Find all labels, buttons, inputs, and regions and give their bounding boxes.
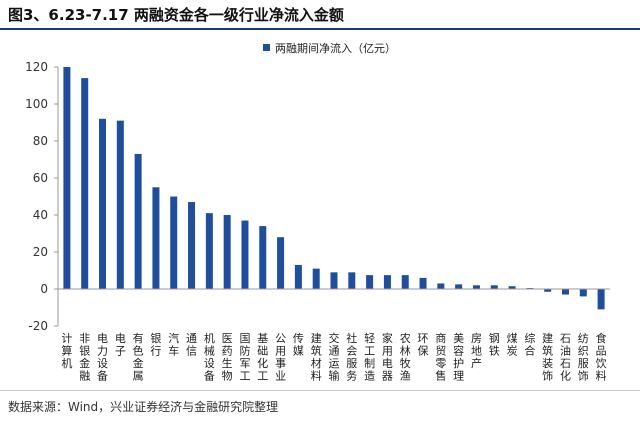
x-category-label: 煤炭 <box>507 332 518 358</box>
bar-计算机 <box>63 67 71 289</box>
x-category-label: 建筑材料 <box>311 331 322 383</box>
x-category-label: 计算机 <box>61 332 72 370</box>
x-category-label: 通信 <box>186 332 197 358</box>
x-category-label: 纺织服饰 <box>578 331 589 383</box>
x-category-label: 交通运输 <box>329 331 340 383</box>
bar-家用电器 <box>383 275 391 289</box>
bar-钢铁 <box>490 285 498 289</box>
source-divider <box>0 390 640 391</box>
x-category-label: 银行 <box>150 331 161 358</box>
bar-公用事业 <box>277 237 285 289</box>
y-tick-label: 60 <box>33 171 48 185</box>
x-category-label: 非银金融 <box>79 332 90 383</box>
x-category-label: 电子 <box>115 332 126 358</box>
x-category-label: 家用电器 <box>382 331 393 383</box>
bar-房地产 <box>472 285 480 289</box>
bar-汽车 <box>170 196 178 289</box>
x-category-label: 商贸零售 <box>435 331 446 383</box>
bar-煤炭 <box>508 286 516 289</box>
x-category-label: 美容护理 <box>453 332 464 383</box>
x-category-label: 综合 <box>524 331 535 358</box>
y-tick-label: 40 <box>33 208 48 222</box>
x-category-label: 农林牧渔 <box>400 331 411 383</box>
x-category-label: 医药生物 <box>222 332 233 383</box>
x-category-label: 机械设备 <box>204 331 215 383</box>
x-category-label: 食品饮料 <box>596 331 607 383</box>
y-tick-label: 0 <box>40 282 48 296</box>
x-category-label: 社会服务 <box>346 331 357 383</box>
y-tick-label: 20 <box>33 245 48 259</box>
bar-建筑材料 <box>312 268 320 289</box>
bar-电力设备 <box>99 118 107 289</box>
x-category-label: 环保 <box>418 332 429 358</box>
x-category-label: 传媒 <box>293 332 304 358</box>
y-tick-label: 100 <box>25 97 48 111</box>
bar-纺织服饰 <box>579 289 587 297</box>
source-note: 数据来源：Wind，兴业证券经济与金融研究院整理 <box>8 400 279 414</box>
x-category-label: 建筑装饰 <box>542 331 553 383</box>
x-category-label: 基础化工 <box>257 332 268 383</box>
bars <box>63 67 605 310</box>
bar-电子 <box>116 120 124 290</box>
bar-轻工制造 <box>366 275 374 289</box>
bar-医药生物 <box>223 215 231 289</box>
bar-传媒 <box>294 264 302 289</box>
x-category-label: 公用事业 <box>275 332 286 383</box>
y-axis-ticks: -20 0 20 40 60 80 100 120 <box>25 60 58 333</box>
bar-商贸零售 <box>437 283 445 289</box>
x-category-label: 电力设备 <box>97 332 108 383</box>
bar-美容护理 <box>455 284 463 289</box>
bar-社会服务 <box>348 272 356 289</box>
legend-label: 两融期间净流入（亿元） <box>275 41 396 55</box>
bar-建筑装饰 <box>544 289 552 292</box>
bar-机械设备 <box>205 213 213 289</box>
legend-swatch <box>263 44 270 51</box>
bar-环保 <box>419 277 427 289</box>
bar-银行 <box>152 187 160 289</box>
x-category-label: 轻工制造 <box>364 331 375 383</box>
chart-title: 图3、6.23-7.17 两融资金各一级行业净流入金额 <box>8 6 344 24</box>
bar-交通运输 <box>330 272 338 289</box>
x-category-label: 石油石化 <box>560 332 571 383</box>
x-category-label: 钢铁 <box>489 332 500 358</box>
bar-非银金融 <box>81 78 89 289</box>
bar-食品饮料 <box>597 289 605 310</box>
bar-农林牧渔 <box>401 275 409 289</box>
bar-基础化工 <box>259 226 267 289</box>
y-tick-label: 80 <box>33 134 48 148</box>
x-category-label: 国防军工 <box>239 332 250 383</box>
bar-石油石化 <box>561 289 569 295</box>
legend: 两融期间净流入（亿元） <box>263 41 396 55</box>
x-category-label: 汽车 <box>168 331 179 358</box>
y-tick-label: -20 <box>28 319 48 333</box>
x-axis-category-labels: 计算机非银金融电力设备电子有色金属银行汽车通信机械设备医药生物国防军工基础化工公… <box>61 331 606 383</box>
x-category-label: 有色金属 <box>133 331 144 383</box>
bar-国防军工 <box>241 220 249 289</box>
y-tick-label: 120 <box>25 60 48 74</box>
bar-通信 <box>188 202 196 289</box>
title-divider <box>0 28 640 30</box>
bar-有色金属 <box>134 153 142 289</box>
x-category-label: 房地产 <box>471 332 482 370</box>
